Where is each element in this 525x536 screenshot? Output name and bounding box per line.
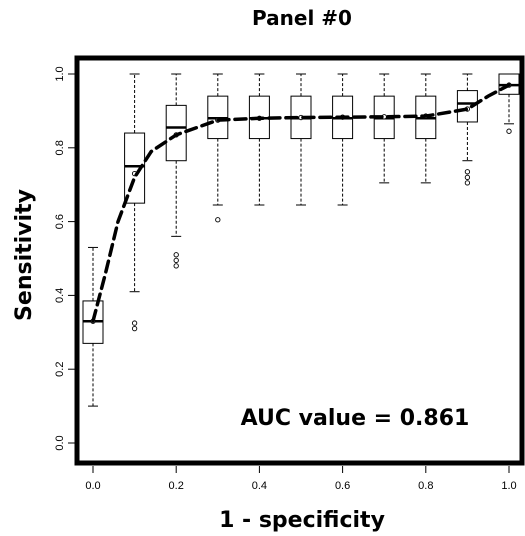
outlier-point xyxy=(464,169,471,175)
box-10 xyxy=(498,73,520,134)
box-8 xyxy=(415,73,437,184)
outlier-point xyxy=(131,325,138,332)
outlier-point xyxy=(215,217,221,223)
outlier-point xyxy=(506,128,512,134)
y-tick-label: 0.6 xyxy=(54,214,66,229)
outlier-point xyxy=(173,263,179,269)
y-tick-label: 1.0 xyxy=(54,66,66,81)
mean-roc-curve xyxy=(91,83,511,323)
outlier-point xyxy=(173,257,179,263)
outlier-point xyxy=(464,174,471,180)
box-2 xyxy=(165,73,187,269)
box-7 xyxy=(373,73,395,184)
y-axis-label: Sensitivity xyxy=(12,189,37,321)
y-tick-label: 0.4 xyxy=(54,288,66,303)
box-3 xyxy=(207,73,229,223)
box-iqr xyxy=(124,132,146,204)
x-tick-label: 0.0 xyxy=(85,480,100,492)
box-1 xyxy=(124,73,146,332)
plot-frame xyxy=(74,55,525,466)
y-tick-label: 0.0 xyxy=(54,435,66,450)
plot-marks xyxy=(82,73,520,407)
box-5 xyxy=(290,73,312,206)
chart-title: Panel #0 xyxy=(252,6,352,30)
x-tick-label: 0.6 xyxy=(335,480,350,492)
x-axis-label: 1 - specificity xyxy=(219,508,385,533)
outlier-point xyxy=(173,252,179,258)
box-4 xyxy=(248,73,270,206)
box-6 xyxy=(332,73,354,206)
y-tick-label: 0.2 xyxy=(54,362,66,377)
outlier-point xyxy=(131,320,138,326)
x-tick-label: 0.4 xyxy=(252,480,267,492)
axis-ticks: 0.0 0.2 0.4 0.6 0.8 1.0 0.0 0.2 0.4 0.6 0.8 1.0 xyxy=(54,66,517,492)
x-tick-label: 0.8 xyxy=(418,480,433,492)
auc-annotation: AUC value = 0.861 xyxy=(241,406,470,431)
box-9 xyxy=(456,73,478,186)
x-tick-label: 1.0 xyxy=(501,480,516,492)
box-0 xyxy=(82,246,104,407)
box-iqr xyxy=(456,90,478,123)
y-tick-label: 0.8 xyxy=(54,140,66,155)
x-tick-label: 0.2 xyxy=(169,480,184,492)
outlier-point xyxy=(464,180,471,186)
